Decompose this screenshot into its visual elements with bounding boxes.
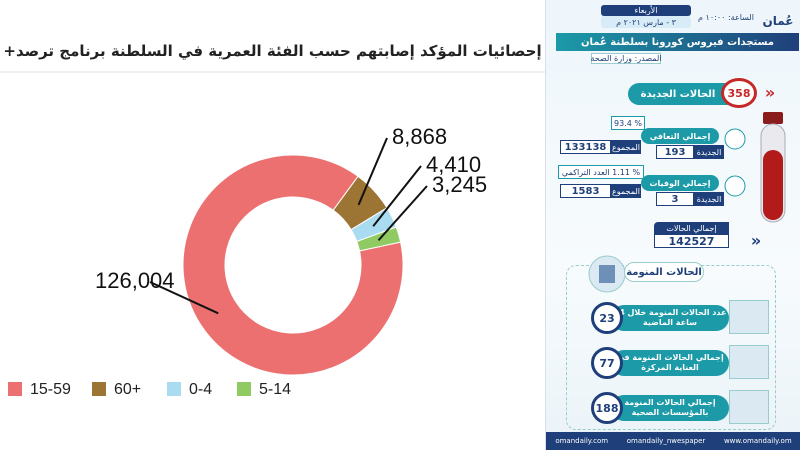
deaths-total-value: 1583 — [560, 184, 611, 198]
legend-label: 0-4 — [189, 381, 212, 398]
deaths-new-value: 3 — [656, 192, 694, 206]
legend-label: 15-59 — [30, 381, 71, 398]
arrow-icon: « — [764, 82, 776, 102]
footer-link: omandaily.com — [555, 437, 609, 445]
legend-swatch — [237, 382, 251, 396]
data-label: 4,410 — [426, 152, 481, 177]
donut-slice — [182, 154, 404, 376]
hospital-icon — [588, 255, 626, 293]
total-cases-value: 142527 — [654, 234, 729, 248]
total-cases-label: إجمالي الحالات — [654, 222, 729, 234]
data-label: 8,868 — [392, 124, 447, 149]
icon-building — [599, 265, 615, 283]
icon-circle — [724, 128, 746, 150]
deaths-icon — [724, 175, 746, 197]
recovery-label: إجمالي التعافي — [641, 128, 719, 144]
source: المصدر: وزارة الصحة — [590, 53, 662, 64]
vial-icon — [760, 112, 786, 223]
legend-label: 60+ — [114, 381, 141, 398]
data-label: 126,004 — [95, 268, 175, 293]
hospital-title: الحالات المنومة — [624, 262, 704, 282]
deaths-total-label: المجموع — [611, 184, 641, 198]
date: ٣ - مارس ٢٠٢١ م — [601, 16, 691, 28]
legend-swatch — [92, 382, 106, 396]
footer-link: omandaily_nwespaper — [626, 437, 706, 445]
new-cases-value: 358 — [721, 78, 757, 108]
bed-icon — [729, 390, 769, 424]
leader-line — [149, 281, 219, 315]
hospital-label: إجمالي الحالات المنومة بالمؤسسات الصحية — [611, 395, 729, 421]
logo: عُمان — [762, 14, 794, 28]
header: مستجدات فيروس كورونا بسلطنة عُمان — [556, 33, 799, 51]
bed-icon — [729, 345, 769, 379]
recovery-icon — [724, 128, 746, 150]
hospital-value: 77 — [591, 347, 623, 379]
hospital-label: إجمالي الحالات المنومة في العناية المركز… — [611, 350, 729, 376]
recovery-total-label: المجموع — [611, 140, 641, 154]
day: الأربعاء — [601, 5, 691, 16]
chart-title: إحصائيات المؤكد إصابتهم حسب الفئة العمري… — [3, 42, 542, 60]
data-label: 3,245 — [432, 172, 487, 197]
infographic: الأربعاء ٣ - مارس ٢٠٢١ م الساعة: ١٠:٠٠ م… — [545, 0, 800, 450]
recovery-total-value: 133138 — [560, 140, 611, 154]
vial-cap — [763, 112, 783, 124]
leader-line — [372, 165, 422, 227]
new-cases-label: الحالات الجديدة — [628, 83, 728, 105]
icon-circle — [724, 175, 746, 197]
bed-icon — [729, 300, 769, 334]
recovery-new-value: 193 — [656, 145, 694, 159]
footer: omandaily.com omandaily_nwespaper www.om… — [546, 432, 800, 450]
time: الساعة: ١٠:٠٠ م — [698, 12, 754, 22]
legend-swatch — [8, 382, 22, 396]
recovery-new-label: الجديدة — [694, 145, 724, 159]
arrow-icon: « — [750, 230, 762, 250]
hospital-label: عدد الحالات المنومة خلال 24 ساعة الماضية — [611, 305, 729, 331]
deaths-percent: % 1.11 العدد التراكمي — [558, 165, 644, 179]
hospital-value: 188 — [591, 392, 623, 424]
legend-swatch — [167, 382, 181, 396]
leader-line — [377, 185, 428, 241]
legend-label: 5-14 — [259, 381, 291, 398]
vial-blood — [763, 150, 783, 220]
hospital-value: 23 — [591, 302, 623, 334]
leader-line — [357, 137, 388, 206]
footer-link: www.omandaily.om — [723, 437, 792, 445]
deaths-new-label: الجديدة — [694, 192, 724, 206]
recovery-percent: % 93.4 — [611, 116, 645, 130]
deaths-label: إجمالي الوفيات — [641, 175, 719, 191]
